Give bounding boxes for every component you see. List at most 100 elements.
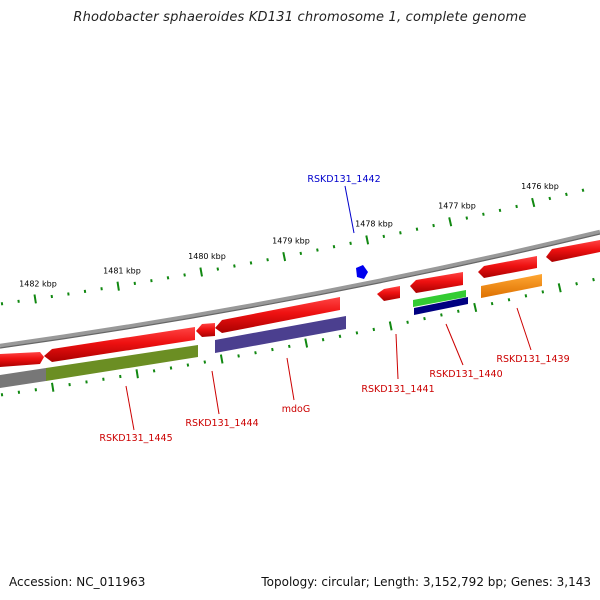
label-rskd131-1442[interactable]: RSKD131_1442: [307, 174, 380, 185]
cds-arrow[interactable]: [196, 323, 215, 337]
label-mdog[interactable]: mdoG: [282, 404, 310, 415]
minor-tick: [432, 223, 435, 228]
major-tick: [557, 283, 562, 293]
minor-tick: [565, 192, 568, 197]
cds-arrow[interactable]: [478, 256, 537, 278]
cds-arrow[interactable]: [546, 240, 600, 262]
gene-bar-navy[interactable]: [414, 297, 468, 315]
leader-rskd131-1439: [516, 307, 532, 351]
kbp-label: 1482 kbp: [19, 280, 57, 289]
accession-label: Accession: NC_011963: [9, 575, 146, 589]
leader-rskd131-1442: [344, 185, 355, 234]
minor-tick: [338, 334, 342, 338]
leader-mdog: [286, 357, 295, 401]
minor-tick: [406, 320, 409, 324]
label-rskd131-1439[interactable]: RSKD131_1439: [496, 354, 569, 365]
minor-tick: [186, 363, 190, 367]
kbp-label: 1477 kbp: [438, 201, 476, 210]
label-rskd131-1445[interactable]: RSKD131_1445: [99, 433, 172, 444]
minor-tick: [592, 277, 595, 282]
minor-tick: [233, 264, 236, 268]
minor-tick: [203, 360, 207, 364]
minor-tick: [399, 231, 402, 235]
genome-backbone-shade: [0, 233, 600, 349]
minor-tick: [169, 366, 173, 370]
reverse-strand-features: [0, 274, 542, 388]
label-rskd131-1444[interactable]: RSKD131_1444: [185, 418, 258, 429]
genome-backbone: [0, 229, 600, 349]
minor-tick: [166, 276, 170, 280]
minor-tick: [482, 212, 485, 216]
major-tick: [135, 369, 139, 379]
gene-bar-orange[interactable]: [481, 274, 542, 298]
gene-bar-lime[interactable]: [413, 290, 466, 307]
cds-arrow[interactable]: [44, 327, 195, 362]
inner-tick-track: [0, 277, 595, 397]
minor-tick: [541, 290, 545, 294]
ruler-labels: 1476 kbp 1477 kbp 1478 kbp 1479 kbp 1480 kbp…: [19, 182, 559, 289]
label-leaders: [125, 185, 532, 431]
major-tick: [531, 197, 536, 208]
major-tick: [282, 251, 287, 262]
gene-bar-green[interactable]: [46, 345, 198, 381]
minor-tick: [548, 196, 552, 201]
minor-tick: [498, 208, 502, 213]
kbp-label: 1480 kbp: [188, 252, 226, 261]
major-tick: [199, 267, 203, 277]
cds-arrow[interactable]: [0, 352, 44, 367]
cds-arrow[interactable]: [410, 272, 463, 293]
minor-tick: [183, 273, 186, 277]
minor-tick: [423, 316, 426, 321]
minor-tick: [440, 313, 443, 317]
minor-tick: [288, 344, 291, 349]
label-rskd131-1441[interactable]: RSKD131_1441: [361, 384, 434, 395]
leader-rskd131-1444: [211, 370, 220, 415]
minor-tick: [524, 294, 528, 298]
minor-tick: [372, 327, 376, 332]
minor-tick: [382, 234, 386, 239]
minor-tick: [216, 267, 220, 271]
gene-bar-slate[interactable]: [215, 316, 346, 353]
rskd131-1442-marker[interactable]: [356, 265, 368, 279]
leader-rskd131-1445: [125, 385, 135, 431]
minor-tick: [152, 369, 156, 373]
major-tick: [219, 354, 224, 364]
leader-rskd131-1440: [445, 323, 464, 366]
major-tick: [473, 302, 478, 313]
minor-tick: [271, 347, 274, 352]
leader-rskd131-1441: [395, 333, 399, 380]
minor-tick: [266, 258, 269, 262]
forward-strand-features: [0, 240, 600, 367]
kbp-label: 1478 kbp: [355, 219, 393, 228]
major-tick: [448, 217, 453, 227]
kbp-label: 1476 kbp: [521, 182, 559, 191]
minor-tick: [457, 309, 460, 313]
map-title: Rhodobacter sphaeroides KD131 chromosome…: [73, 10, 527, 25]
minor-tick: [321, 338, 325, 342]
gene-labels: RSKD131_1442 RSKD131_1445 RSKD131_1444 m…: [99, 174, 569, 444]
minor-tick: [507, 298, 511, 302]
gene-bar-gray[interactable]: [0, 368, 46, 388]
genome-summary: Topology: circular; Length: 3,152,792 bp…: [261, 575, 591, 589]
minor-tick: [581, 188, 585, 192]
outer-tick-track: [0, 188, 585, 306]
major-tick: [365, 235, 370, 245]
kbp-label: 1479 kbp: [272, 236, 310, 245]
major-tick: [388, 321, 393, 331]
minor-tick: [415, 227, 419, 231]
minor-tick: [237, 354, 240, 358]
cds-arrow[interactable]: [215, 297, 340, 333]
major-tick: [51, 382, 55, 392]
cds-arrow[interactable]: [377, 286, 400, 301]
kbp-label: 1481 kbp: [103, 267, 141, 276]
minor-tick: [349, 241, 352, 245]
minor-tick: [249, 261, 253, 265]
major-tick: [33, 294, 37, 304]
minor-tick: [515, 204, 518, 209]
major-tick: [116, 281, 120, 291]
minor-tick: [575, 282, 578, 286]
minor-tick: [299, 251, 303, 256]
label-rskd131-1440[interactable]: RSKD131_1440: [429, 369, 502, 380]
minor-tick: [465, 216, 469, 220]
